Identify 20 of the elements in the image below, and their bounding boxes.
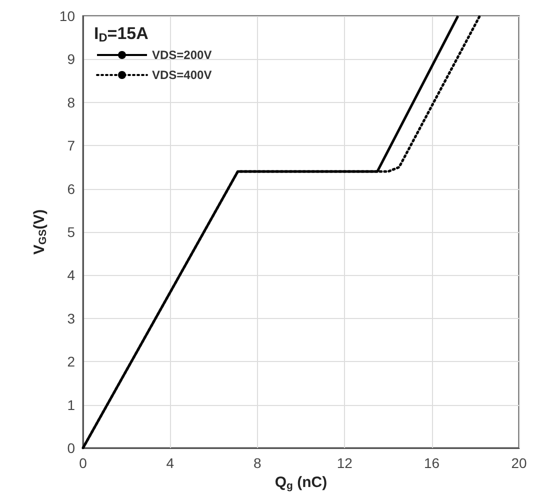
y-axis-title: VGS(V) [30, 209, 50, 255]
legend-label: VDS=200V [152, 48, 212, 62]
y-tick-label: 6 [67, 180, 76, 197]
y-tick-label: 7 [67, 138, 76, 154]
y-tick-label: 5 [67, 224, 76, 240]
y-tick-label: 1 [67, 396, 76, 413]
x-tick-label: 20 [511, 455, 527, 471]
x-tick-label: 16 [424, 455, 440, 471]
x-tick-label: 8 [254, 455, 262, 471]
legend-label: VDS=400V [152, 68, 212, 82]
y-tick-label: 0 [67, 440, 76, 456]
y-tick-label: 3 [67, 310, 76, 326]
x-tick-label: 0 [79, 455, 88, 471]
y-tick-label: 10 [59, 8, 76, 24]
y-tick-label: 2 [67, 354, 76, 370]
y-tick-label: 4 [67, 267, 76, 284]
x-tick-label: 12 [336, 455, 353, 471]
y-tick-label: 8 [67, 94, 76, 110]
y-tick-label: 9 [67, 51, 76, 68]
x-tick-label: 4 [166, 455, 174, 471]
